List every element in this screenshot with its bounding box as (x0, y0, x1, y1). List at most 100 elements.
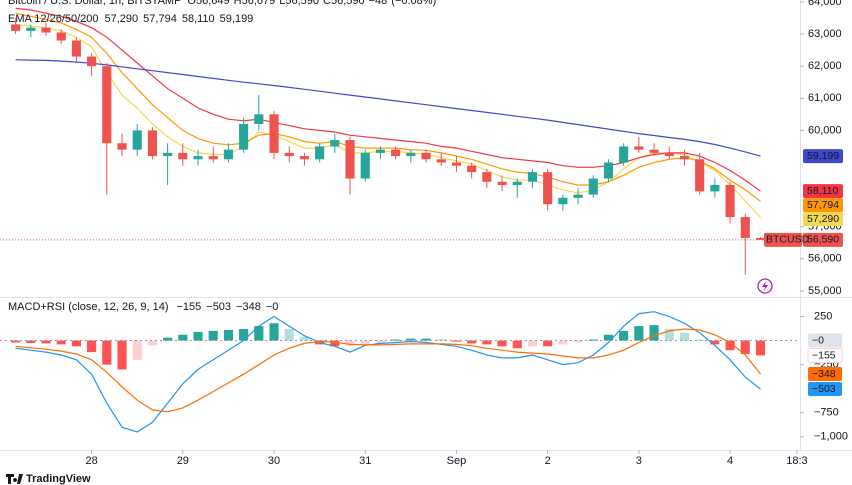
candle-body (254, 114, 264, 124)
histogram-bar (619, 330, 629, 341)
price-tag (803, 232, 843, 247)
candle-body (406, 152, 416, 157)
legend-text: EMA 12/26/50/200 (8, 13, 99, 25)
candle-body (117, 143, 127, 150)
histogram-bar (223, 329, 233, 341)
price-tag (807, 347, 843, 363)
histogram-bar (87, 340, 97, 353)
candle-body (649, 149, 659, 153)
candle-body (11, 24, 21, 31)
ema-line (15, 23, 761, 218)
x-tick-label: 2 (545, 455, 551, 467)
header-text: (−0.08%) (391, 0, 436, 7)
price-tag (803, 212, 843, 227)
candle-body (345, 140, 355, 179)
histogram-bar (740, 340, 750, 355)
alert-bolt (762, 281, 768, 291)
y-tick-label: 56,000 (808, 253, 842, 265)
histogram-bar (132, 340, 142, 360)
price-tag (808, 367, 842, 382)
candle-body (664, 152, 674, 157)
histogram-bar (11, 340, 21, 343)
header-text: Bitcoin / U.S. Dollar, 1h, BITSTAMP (8, 0, 181, 7)
candle-body (239, 123, 249, 150)
histogram-bar (482, 340, 492, 345)
alert-icon[interactable] (757, 278, 773, 294)
price-tag (803, 198, 843, 213)
y-tick-label: 63,000 (808, 28, 842, 40)
macd-pane (11, 311, 766, 433)
header-text: 56,649 (196, 0, 230, 7)
price-tag-label: 59,199 (807, 150, 839, 162)
x-tick-label: 30 (268, 455, 280, 467)
price-tag-label: 57,290 (807, 213, 839, 225)
histogram-bar (208, 330, 218, 341)
price-tag-label: 58,110 (807, 185, 838, 197)
y-tick-label: 62,000 (808, 60, 842, 72)
legend-text: 57,794 (143, 13, 177, 25)
legend-text: 59,199 (220, 13, 254, 25)
legend-text: −0 (266, 301, 279, 313)
histogram-bar (345, 340, 355, 346)
candle-body (451, 162, 462, 166)
price-tag (803, 184, 843, 199)
ema-line (15, 59, 761, 157)
symbol-tag (764, 232, 802, 247)
y-tick-label: −1,000 (814, 431, 848, 443)
symbol-label: BTCUSD (766, 234, 810, 246)
ema-line (15, 7, 761, 192)
histogram-bar (710, 340, 720, 345)
header-text: C (323, 0, 331, 7)
candle-body (543, 172, 553, 205)
candle-body (102, 66, 112, 144)
header-text: H (234, 0, 242, 7)
candle-body (360, 152, 370, 179)
price-tag-label: 56,590 (807, 234, 839, 246)
histogram-bar (664, 328, 674, 341)
histogram-bar (421, 338, 431, 341)
price-tag-label: −348 (812, 368, 836, 380)
x-tick-label: 31 (359, 455, 371, 467)
histogram-bar (527, 340, 538, 347)
brand-name: TradingView (26, 473, 91, 485)
histogram-bar (558, 340, 568, 345)
histogram-bar (26, 340, 36, 343)
histogram-bar (467, 340, 477, 344)
candle-body (315, 146, 325, 160)
histogram-bar (588, 339, 598, 341)
header-text: −48 (369, 0, 388, 7)
legend-text: −155 (176, 301, 201, 313)
candle-body (269, 114, 279, 153)
macd-line (15, 328, 761, 413)
histogram-bar (634, 326, 644, 341)
histogram-bar (254, 326, 264, 341)
macd-line (15, 311, 761, 433)
candle-body (740, 217, 750, 238)
candle-body (619, 146, 629, 163)
histogram-bar (497, 340, 507, 347)
candle-body (421, 152, 431, 160)
price-tag (808, 333, 842, 348)
histogram-bar (299, 336, 309, 341)
histogram-bar (360, 340, 370, 345)
histogram-bar (56, 340, 66, 345)
candle-body (467, 165, 477, 173)
histogram-bar (573, 340, 583, 343)
x-tick-label: 3 (636, 455, 642, 467)
candle-body (603, 162, 614, 179)
candle-body (41, 27, 51, 33)
histogram-bar (543, 340, 553, 347)
legend-text: −348 (236, 301, 261, 313)
candle-body (132, 130, 142, 150)
candle-body (375, 149, 385, 153)
y-tick-label: −750 (814, 407, 839, 419)
header-text: 56,679 (242, 0, 276, 7)
candle-body (497, 181, 507, 185)
histogram-bar (603, 334, 614, 341)
legend-text: 57,290 (105, 13, 139, 25)
histogram-bar (239, 328, 249, 341)
histogram-bar (755, 340, 766, 356)
price-tag-label: −503 (812, 383, 836, 395)
